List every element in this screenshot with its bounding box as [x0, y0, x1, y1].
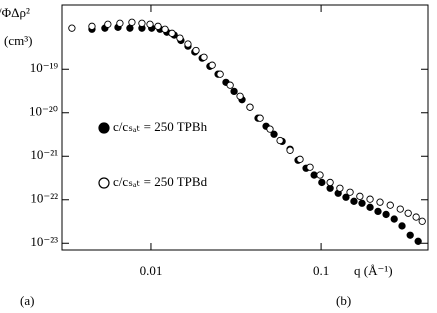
x-axis-label: q (Å⁻¹) [354, 263, 393, 278]
data-point [68, 24, 76, 32]
data-point [246, 103, 254, 111]
data-point [358, 199, 366, 207]
data-point [236, 92, 244, 100]
data-point [146, 20, 154, 28]
data-point [116, 19, 124, 27]
data-point [412, 213, 420, 221]
data-point [346, 188, 354, 196]
data-point [310, 171, 318, 179]
data-point [168, 29, 176, 37]
data-point [398, 222, 406, 230]
data-point [326, 178, 334, 187]
data-point [276, 136, 284, 145]
data-point [386, 201, 394, 209]
data-point [128, 18, 136, 26]
legend-label: c/cₛₐₜ = 250 TPBd [113, 174, 208, 189]
legend-marker [98, 177, 110, 189]
y-tick-label: 10⁻²² [30, 191, 58, 206]
data-point [342, 193, 350, 201]
data-point [296, 155, 304, 163]
data-point [200, 53, 208, 61]
y-axis-unit: (cm³) [4, 33, 32, 48]
legend-label: c/cₛₐₜ = 250 TPBh [113, 119, 208, 134]
data-point [366, 195, 374, 203]
data-point [138, 19, 146, 27]
annotation: (a) [20, 293, 34, 308]
y-tick-label: 10⁻²³ [30, 234, 58, 249]
data-point [374, 207, 382, 216]
data-point [226, 81, 234, 89]
y-tick-label: 10⁻²⁰ [29, 104, 58, 119]
annotation: (b) [336, 293, 351, 308]
data-point [286, 146, 294, 154]
data-point [396, 205, 404, 213]
data-point [230, 87, 238, 96]
y-tick-label: 10⁻¹⁹ [30, 60, 59, 75]
data-point [376, 198, 384, 206]
y-axis-label: /ΦΔρ² [0, 5, 30, 20]
data-point [414, 237, 422, 245]
data-point [266, 125, 274, 133]
plot-frame [61, 4, 429, 251]
data-point [356, 192, 364, 200]
data-point [350, 197, 358, 205]
data-point [208, 61, 216, 69]
data-point [256, 114, 264, 122]
data-point [382, 210, 390, 219]
data-point [154, 22, 162, 30]
data-point [88, 22, 96, 30]
data-point [192, 46, 200, 55]
data-point [184, 40, 192, 48]
data-point [418, 217, 426, 225]
data-point [216, 70, 224, 78]
data-point [366, 203, 374, 211]
data-point [316, 171, 324, 179]
data-point [318, 178, 326, 187]
data-point [390, 215, 398, 223]
data-point [270, 130, 278, 138]
data-point [161, 25, 169, 33]
data-point [176, 34, 184, 42]
data-point [404, 209, 412, 217]
x-tick-label: 0.01 [140, 263, 163, 278]
data-point [306, 163, 314, 171]
legend-marker [98, 122, 110, 134]
x-tick-label: 0.1 [313, 263, 329, 278]
data-point [336, 184, 344, 192]
data-point [104, 20, 112, 28]
y-tick-label: 10⁻²¹ [30, 147, 58, 162]
data-point [406, 231, 414, 239]
